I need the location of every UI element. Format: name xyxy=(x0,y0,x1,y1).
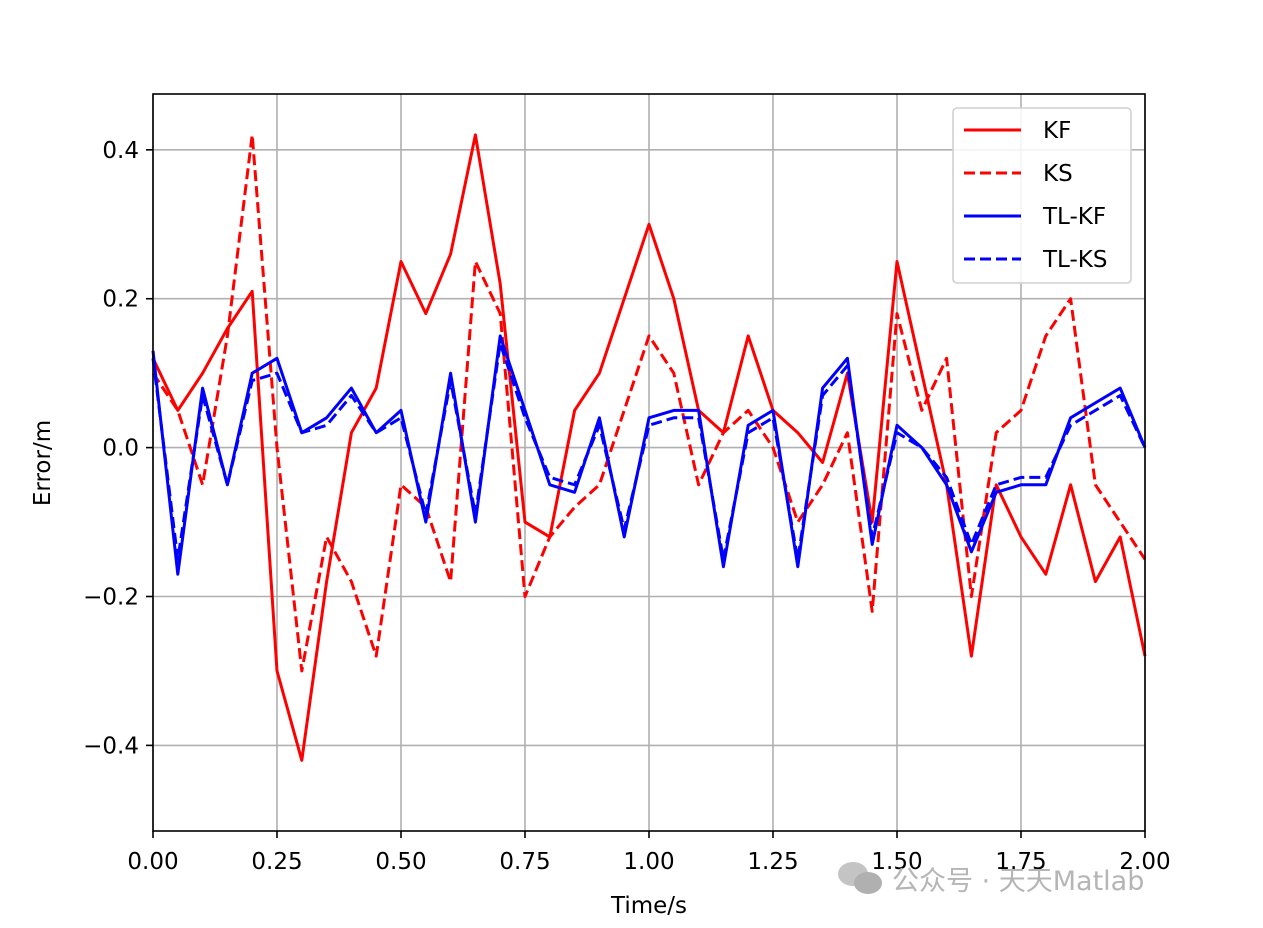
x-axis-ticks: 0.00 0.25 0.50 0.75 1.00 1.25 1.50 1.75 2.00 xyxy=(127,831,1171,875)
series-line-kf xyxy=(151,133,1147,762)
series-line-tl-ks xyxy=(151,341,1147,561)
x-tick-label: 1.50 xyxy=(871,849,922,875)
y-axis-label: Error/m xyxy=(30,420,56,506)
watermark: 公众号 · 天天Matlab xyxy=(838,858,1144,898)
legend-label-ks: KS xyxy=(1043,161,1073,187)
x-axis-label: Time/s xyxy=(610,893,687,919)
series-line-ks xyxy=(151,133,1147,673)
series-line-tl-kf xyxy=(151,334,1147,576)
x-tick-label: 0.50 xyxy=(375,849,426,875)
wechat-icon xyxy=(838,860,884,896)
watermark-text: 公众号 · 天天Matlab xyxy=(892,865,1145,897)
x-tick-label: 0.25 xyxy=(251,849,302,875)
legend-box xyxy=(952,107,1132,284)
series-layer xyxy=(151,133,1147,762)
y-axis-ticks: −0.4 −0.2 0.0 0.2 0.4 xyxy=(83,138,153,759)
legend-label-tl-ks: TL-KS xyxy=(1042,247,1107,273)
x-tick-label: 1.00 xyxy=(623,849,674,875)
y-tick-label: −0.2 xyxy=(83,585,139,611)
x-tick-label: 0.75 xyxy=(499,849,550,875)
x-tick-label: 0.00 xyxy=(127,849,178,875)
legend-label-tl-kf: TL-KF xyxy=(1042,204,1106,230)
legend-label-kf: KF xyxy=(1043,118,1071,144)
y-tick-label: 0.4 xyxy=(102,138,139,164)
x-tick-label: 1.75 xyxy=(995,849,1046,875)
y-tick-label: −0.4 xyxy=(83,733,139,759)
legend: KF KS TL-KF TL-KS xyxy=(952,107,1132,284)
x-tick-label: 1.25 xyxy=(747,849,798,875)
y-tick-label: 0.0 xyxy=(102,436,139,462)
x-tick-label: 2.00 xyxy=(1119,849,1170,875)
y-tick-label: 0.2 xyxy=(102,287,139,313)
